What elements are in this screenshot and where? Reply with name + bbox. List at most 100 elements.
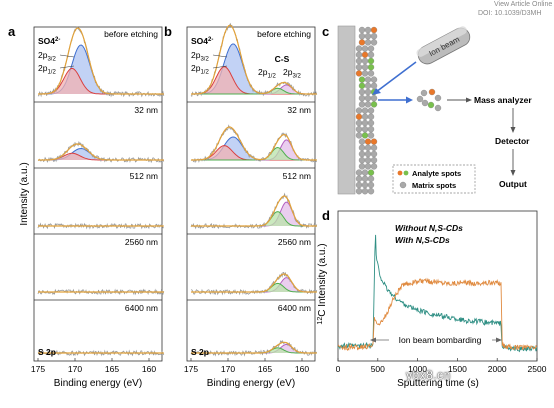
sample-particle-7 [364,39,372,46]
sample-particle-73 [361,175,369,182]
ion-beam-bombarding-label: Ion beam bombarding [399,335,482,345]
sample-particle-11 [367,45,375,52]
ejected-particle-2 [434,94,442,102]
sample-particle-61 [364,150,372,158]
sample-particle-39 [355,107,363,114]
a-layer-label-4: 6400 nm [125,303,158,313]
b-x-ticks [190,358,303,361]
b-layer-label-1: 32 nm [287,105,311,115]
b-layer-label-3: 2560 nm [278,237,311,247]
b-cs-label: C-S [275,54,290,64]
analyte-green-swatch [403,170,409,176]
panel-c: c Ion beam Mass analyzer Detector Output… [322,24,532,195]
d-series-line-0 [337,234,538,353]
sample-particle-74 [367,175,375,182]
a-layer-label-3: 2560 nm [125,237,158,247]
b-plot-envelope-4 [191,341,317,354]
to-detector-arrowhead [510,127,516,133]
b-plot-fill-0-3 [191,88,317,94]
a-y-axis-label: Intensity (a.u.) [19,162,30,225]
a-tick-175: 175 [31,364,45,374]
sample-particle-42 [355,113,363,120]
panel-a-frame [33,26,163,362]
d-x-tick-label-4: 2000 [488,364,507,374]
sample-particle-70 [361,169,369,176]
b-tick-165: 165 [258,364,272,374]
panel-label-a: a [8,24,16,39]
a-x-axis-label: Binding energy (eV) [54,378,142,389]
ion-beam-line [375,61,417,93]
sample-particle-9 [355,45,363,52]
sample-particle-17 [367,57,375,65]
d-series-line-1 [337,277,538,351]
a-tick-160: 160 [142,364,156,374]
sample-particle-30 [358,88,366,96]
sample-particle-65 [370,157,378,164]
b-plot-envelope-1 [191,126,317,161]
sample-particle-62 [370,150,378,158]
panel-a-dividers [34,101,162,301]
panel-d-plot [337,234,538,353]
b-tick-170: 170 [221,364,235,374]
a-so4-label: SO42- [38,36,60,46]
a-2p32-pointer [59,54,75,58]
b-plot-fill-2-1 [191,211,317,226]
sample-particle-75 [355,181,363,189]
panel-d: d 0 500 1000 1500 2000 2500 12C Intensity (a.… [317,208,547,389]
sample-particle-12 [355,51,363,58]
a-tick-165: 165 [105,364,119,374]
sample-particle-23 [367,70,375,77]
d-y-axis-label: 12C Intensity (a.u.) [317,243,328,324]
ion-beam-gun: Ion beam [416,26,471,65]
sample-particle-26 [370,76,378,83]
d-x-tick-label-2: 1000 [408,364,427,374]
a-2p12-pointer [59,65,75,69]
sample-particle-57 [358,144,366,151]
output-label: Output [499,179,527,189]
b-tick-175: 175 [184,364,198,374]
b-plot-fill-0-1 [191,66,317,94]
sample-particle-0 [358,26,366,34]
view-article-link[interactable]: View Article Online [494,1,553,8]
panel-d-ticks: 0 500 1000 1500 2000 2500 [336,358,547,374]
sample-particle-1 [364,26,372,34]
a-plot-envelope-1 [38,143,164,161]
sample-particle-31 [364,88,372,96]
b-2p12-pointer [212,65,228,69]
sample-particle-72 [355,175,363,182]
sample-particle-60 [358,150,366,158]
a-plot-peak-0-0 [38,44,164,95]
d-x-tick-label-5: 2500 [528,364,547,374]
sample-particle-21 [355,70,363,77]
sample-particle-63 [358,157,366,164]
ejected-particle-4 [427,101,435,109]
sample-particle-46 [361,119,369,127]
panel-b: b before etching 32 nm 512 nm 2560 nm 64… [164,22,318,389]
d-legend-without: Without N,S-CDs [395,223,463,233]
sample-particle-5 [370,33,378,40]
sample-particle-48 [355,126,363,133]
detector-label: Detector [495,136,530,146]
b-2p12-label: 2p1/2 [191,63,209,76]
sample-particle-35 [370,95,378,102]
sample-particle-56 [370,138,378,145]
a-s2p-label: S 2p [38,347,56,357]
b-cs-2p32-label: 2p3/2 [283,67,301,80]
b-plot-fill-1-1 [191,145,317,160]
sample-particle-10 [361,45,369,52]
legend-analyte-label: Analyte spots [412,169,461,178]
a-plot-fill-1-1 [38,153,164,160]
analyte-orange-swatch [397,170,403,176]
a-plot-fill-0-0 [38,45,164,94]
mass-analyzer-label: Mass analyzer [474,95,532,105]
sample-particle-45 [355,119,363,127]
a-layer-label-0: before etching [104,29,158,39]
b-plot-fill-1-3 [191,147,317,160]
ion-beam-bombarding-annotation [370,333,502,346]
ejected-particle-6 [416,95,424,103]
sample-particle-38 [370,101,378,108]
b-layer-label-2: 512 nm [283,171,311,181]
sample-particle-18 [355,64,363,71]
sample-particle-24 [358,76,366,83]
